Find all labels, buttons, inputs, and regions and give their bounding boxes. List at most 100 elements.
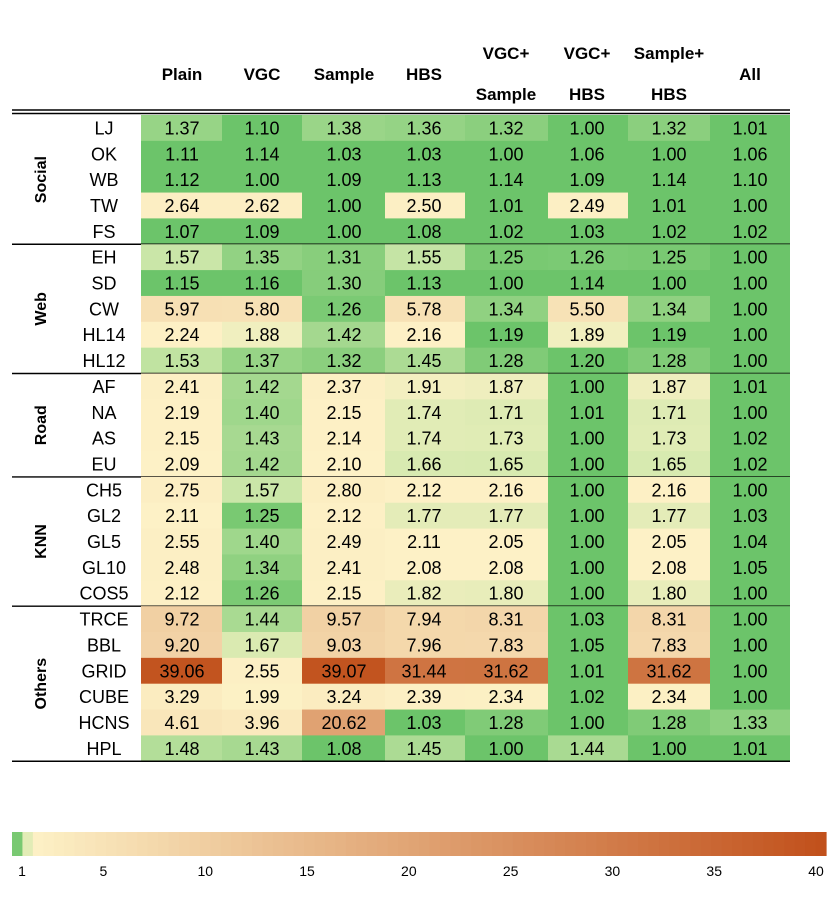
cell-value: 1.01 <box>732 739 767 759</box>
column-header-line2: HBS <box>651 85 687 104</box>
heatmap-cell <box>465 399 548 426</box>
cell-value: 1.00 <box>732 299 767 319</box>
cell-value: 1.14 <box>244 144 279 164</box>
heatmap-cell <box>141 115 222 142</box>
cell-value: 7.83 <box>488 635 523 655</box>
heatmap-cell <box>628 192 710 219</box>
colorbar-segment <box>199 832 211 856</box>
cell-value: 1.14 <box>651 170 686 190</box>
colorbar-segment <box>262 832 274 856</box>
heatmap-cell <box>465 735 548 762</box>
cell-value: 1.14 <box>488 170 523 190</box>
heatmap-cell <box>710 347 790 374</box>
cell-value: 1.40 <box>244 532 279 552</box>
heatmap-cell <box>465 270 548 297</box>
cell-value: 2.48 <box>164 558 199 578</box>
row-label: WB <box>90 170 119 190</box>
cell-value: 1.02 <box>732 454 767 474</box>
group-label: Social <box>33 156 50 203</box>
cell-value: 31.44 <box>401 661 446 681</box>
cell-value: 1.37 <box>244 351 279 371</box>
heatmap-cell <box>385 632 465 659</box>
cell-value: 1.32 <box>488 118 523 138</box>
cell-value: 1.42 <box>326 325 361 345</box>
heatmap-cell <box>465 373 548 400</box>
cell-value: 1.09 <box>326 170 361 190</box>
cell-value: 1.91 <box>406 377 441 397</box>
heatmap-cell <box>710 270 790 297</box>
cell-value: 1.00 <box>569 558 604 578</box>
colorbar-segment <box>95 832 107 856</box>
heatmap-cell <box>548 192 628 219</box>
row-label: OK <box>91 144 117 164</box>
heatmap-cell <box>628 140 710 168</box>
cell-value: 1.25 <box>651 248 686 268</box>
heatmap-cell <box>465 295 548 323</box>
row-label: CUBE <box>79 687 129 707</box>
heatmap-cell <box>302 632 385 659</box>
cell-value: 2.12 <box>326 506 361 526</box>
cell-value: 2.11 <box>407 532 441 552</box>
cell-value: 1.00 <box>569 377 604 397</box>
heatmap-cell <box>141 192 222 219</box>
cell-value: 1.00 <box>569 454 604 474</box>
heatmap-cell <box>465 502 548 530</box>
cell-value: 1.01 <box>651 196 686 216</box>
heatmap-cell <box>302 140 385 168</box>
column-header: All <box>739 65 761 84</box>
heatmap-cell <box>710 321 790 349</box>
heatmap-cell <box>222 244 302 271</box>
cell-value: 2.08 <box>406 558 441 578</box>
cell-value: 3.96 <box>244 713 279 733</box>
cell-value: 1.00 <box>732 248 767 268</box>
heatmap-cell <box>465 347 548 374</box>
colorbar-segment <box>356 832 368 856</box>
cell-value: 1.00 <box>732 403 767 423</box>
colorbar-segment <box>554 832 566 856</box>
heatmap-cell <box>302 270 385 297</box>
row-label: LJ <box>94 118 113 138</box>
cell-value: 1.40 <box>244 403 279 423</box>
cell-value: 1.37 <box>164 118 199 138</box>
heatmap-cell <box>222 502 302 530</box>
heatmap-cell <box>548 735 628 762</box>
cell-value: 1.00 <box>732 325 767 345</box>
heatmap-cell <box>548 683 628 711</box>
heatmap-cell <box>222 270 302 297</box>
heatmap-cell <box>548 166 628 194</box>
cell-value: 1.25 <box>244 506 279 526</box>
heatmap-cell <box>385 218 465 245</box>
heatmap-cell <box>385 399 465 426</box>
heatmap-cell <box>465 709 548 736</box>
heatmap-cell <box>222 295 302 323</box>
heatmap-cell <box>548 528 628 555</box>
heatmap-cell <box>628 425 710 452</box>
heatmap-cell <box>385 166 465 194</box>
heatmap-cell <box>548 606 628 633</box>
heatmap-cell <box>141 218 222 245</box>
colorbar-segment <box>158 832 170 856</box>
colorbar-segment <box>126 832 138 856</box>
cell-value: 31.62 <box>483 661 528 681</box>
row-label: AF <box>92 377 115 397</box>
heatmap-cell <box>302 295 385 323</box>
cell-value: 1.00 <box>732 661 767 681</box>
cell-value: 9.57 <box>326 610 361 630</box>
cell-value: 1.09 <box>244 222 279 242</box>
cell-value: 1.08 <box>406 222 441 242</box>
colorbar-segment <box>732 832 744 856</box>
colorbar-segment <box>74 832 86 856</box>
heatmap-cell <box>385 528 465 555</box>
heatmap-cell <box>302 373 385 400</box>
colorbar-segment <box>533 832 545 856</box>
heatmap-cell <box>548 632 628 659</box>
row-label: COS5 <box>79 584 128 604</box>
colorbar-segment <box>22 832 34 856</box>
heatmap-cell <box>141 451 222 478</box>
heatmap-cell <box>465 580 548 607</box>
heatmap-cell <box>628 606 710 633</box>
cell-value: 1.25 <box>488 248 523 268</box>
heatmap-cell <box>465 657 548 685</box>
cell-value: 1.45 <box>406 351 441 371</box>
